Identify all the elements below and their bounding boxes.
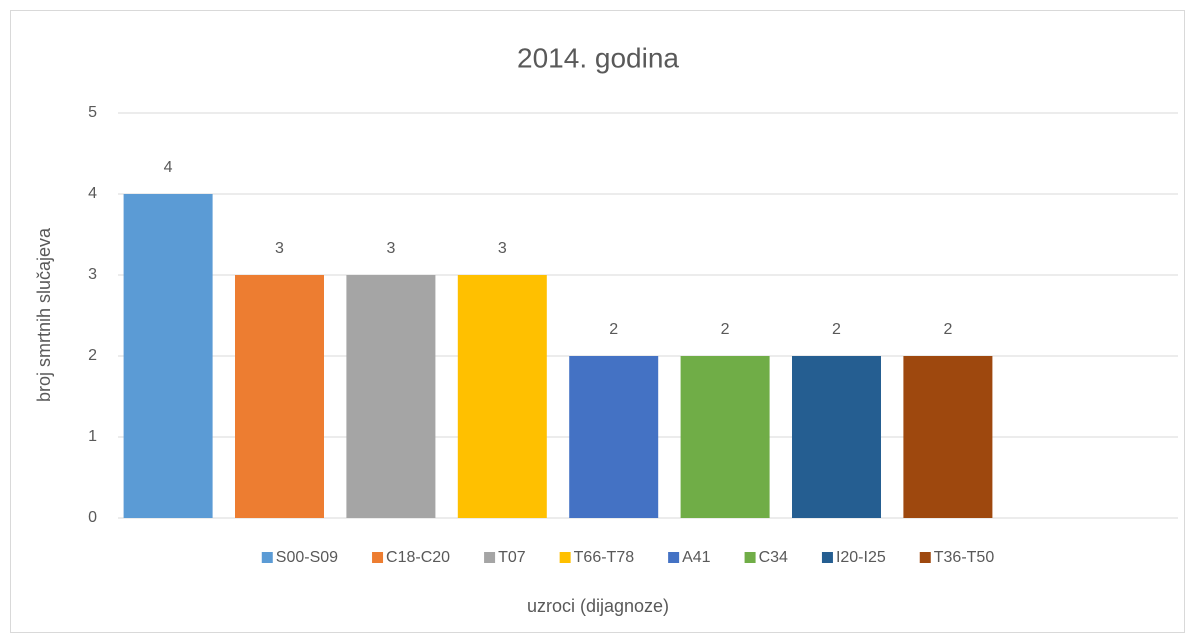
legend-swatch	[559, 552, 571, 563]
legend-label: T66-T78	[574, 549, 635, 566]
y-tick-label: 4	[88, 185, 97, 202]
bar	[346, 275, 436, 518]
data-label: 3	[275, 240, 284, 257]
legend-swatch	[484, 552, 496, 563]
chart-title: 2014. godina	[517, 42, 679, 73]
data-label: 2	[943, 321, 952, 338]
legend-swatch	[668, 552, 680, 563]
legend-swatch	[372, 552, 384, 563]
data-label: 4	[164, 159, 173, 176]
bar	[457, 275, 547, 518]
legend-label: C18-C20	[386, 549, 450, 566]
legend-swatch	[919, 552, 931, 563]
bar	[792, 356, 881, 518]
data-label: 3	[386, 240, 395, 257]
y-axis-label: broj smrtnih slučajeva	[34, 227, 54, 402]
legend-label: I20-I25	[836, 549, 886, 566]
bar	[569, 356, 659, 518]
bar	[235, 275, 324, 518]
y-tick-label: 0	[88, 509, 97, 526]
legend-label: T07	[498, 549, 526, 566]
legend-label: C34	[759, 549, 788, 566]
legend-label: S00-S09	[276, 549, 338, 566]
legend-label: T36-T50	[934, 549, 995, 566]
y-tick-label: 3	[88, 266, 97, 283]
y-tick-label: 1	[88, 428, 97, 445]
bar	[123, 194, 213, 518]
legend-swatch	[744, 552, 756, 563]
data-label: 2	[721, 321, 730, 338]
bar	[680, 356, 770, 518]
legend-swatch	[261, 552, 273, 563]
legend-swatch	[821, 552, 833, 563]
data-label: 3	[498, 240, 507, 257]
data-label: 2	[832, 321, 841, 338]
y-tick-label: 5	[88, 104, 97, 121]
legend-label: A41	[682, 549, 711, 566]
bar	[903, 356, 993, 518]
x-axis-label: uzroci (dijagnoze)	[527, 596, 669, 616]
y-tick-label: 2	[88, 347, 97, 364]
data-label: 2	[609, 321, 618, 338]
